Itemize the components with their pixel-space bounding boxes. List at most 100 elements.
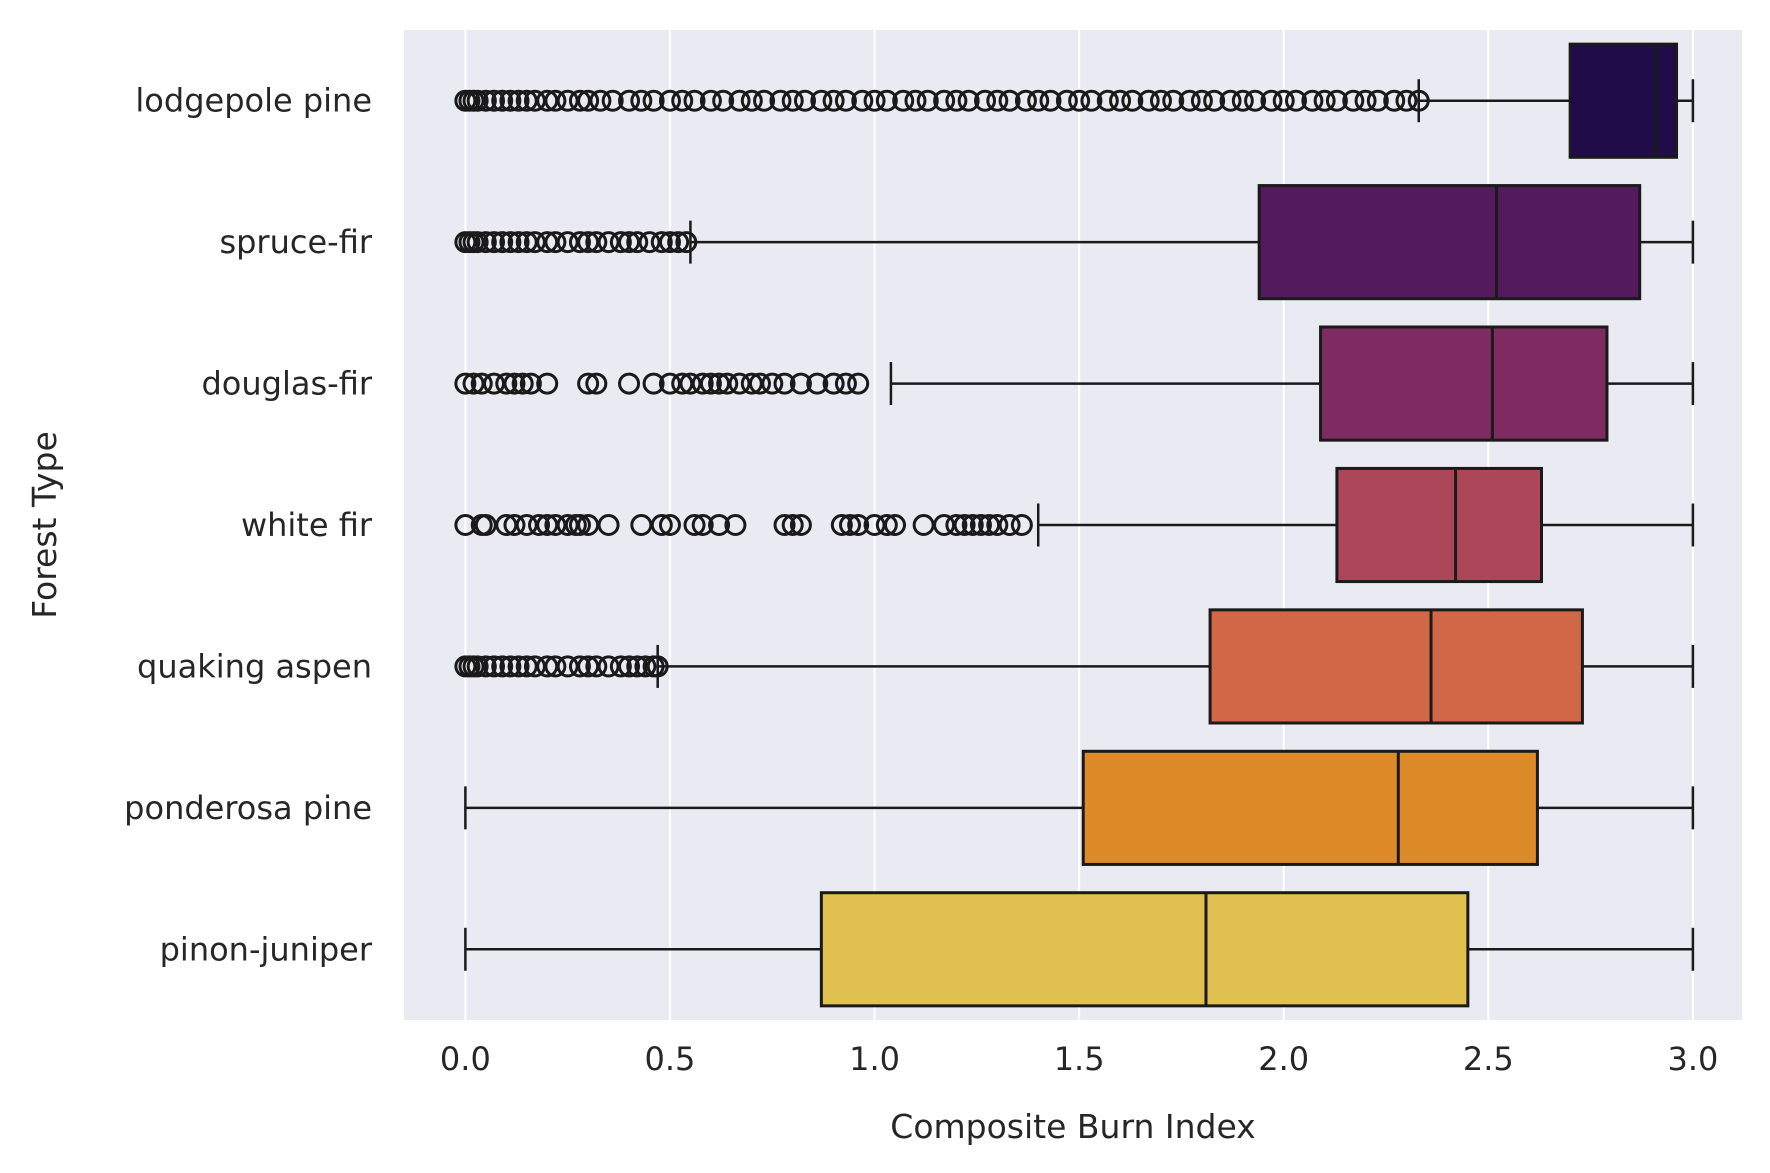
box-group — [454, 184, 1695, 301]
outlier-point — [454, 372, 477, 395]
outlier-point — [470, 372, 493, 395]
outlier-point — [577, 89, 600, 112]
outlier-point — [810, 89, 833, 112]
outlier-point — [1055, 89, 1078, 112]
outlier-point — [1244, 89, 1267, 112]
x-tick-label: 0.0 — [440, 1040, 491, 1078]
outlier-point — [847, 372, 870, 395]
outlier-point — [658, 514, 681, 536]
outlier-point — [945, 514, 968, 536]
outlier-point — [998, 514, 1021, 536]
outlier-point — [892, 89, 915, 112]
outlier-point — [503, 372, 526, 395]
box-group — [454, 466, 1695, 584]
outlier-point — [1109, 89, 1132, 112]
outlier-point — [474, 655, 497, 678]
outlier-point — [847, 514, 870, 536]
outlier-point — [1190, 89, 1213, 112]
y-axis-label: Forest Type — [25, 431, 64, 619]
outlier-point — [466, 231, 489, 254]
outlier-point — [884, 514, 907, 536]
outlier-point — [875, 89, 898, 112]
outlier-point — [974, 89, 997, 112]
outlier-point — [789, 372, 812, 395]
interquartile-box — [1257, 184, 1642, 301]
interquartile-box — [1081, 749, 1539, 866]
outlier-point — [691, 372, 714, 395]
outlier-point — [642, 372, 665, 395]
outlier-point — [585, 231, 608, 254]
outlier-point — [1149, 89, 1172, 112]
x-axis-label: Composite Burn Index — [890, 1107, 1255, 1146]
box-group — [454, 42, 1695, 159]
outlier-point — [495, 372, 518, 395]
outlier-point — [658, 231, 681, 254]
outlier-point — [986, 89, 1009, 112]
outlier-point — [822, 89, 845, 112]
box-group — [464, 749, 1695, 866]
outlier-point — [536, 372, 559, 395]
outlier-point — [1260, 89, 1283, 112]
box-group — [454, 608, 1695, 725]
outlier-point — [1068, 89, 1091, 112]
outlier-point — [544, 89, 567, 112]
outlier-point — [806, 372, 829, 395]
box-group — [464, 891, 1695, 1008]
outlier-point — [671, 89, 694, 112]
interquartile-box — [1335, 466, 1544, 584]
x-tick-label: 0.5 — [645, 1040, 696, 1078]
outlier-point — [511, 372, 534, 395]
outlier-point — [499, 89, 522, 112]
outlier-point — [863, 89, 886, 112]
outlier-point — [483, 655, 506, 678]
outlier-point — [589, 89, 612, 112]
outlier-point — [1407, 89, 1430, 112]
outlier-point — [789, 514, 812, 536]
outlier-point — [708, 514, 731, 536]
outlier-point — [528, 514, 551, 536]
outlier-point — [1137, 89, 1160, 112]
outlier-point — [618, 372, 641, 395]
outlier-point — [1219, 89, 1242, 112]
outlier-point — [945, 89, 968, 112]
outlier-point — [1014, 89, 1037, 112]
outlier-point — [507, 231, 530, 254]
interquartile-box — [819, 891, 1470, 1008]
outlier-point — [822, 372, 845, 395]
y-tick-labels: lodgepole pine spruce-fir douglas-fir white… — [124, 82, 373, 969]
outlier-point — [1178, 89, 1201, 112]
outlier-point — [585, 655, 608, 678]
outlier-point — [503, 514, 526, 536]
outlier-point — [834, 372, 857, 395]
outlier-point — [957, 89, 980, 112]
y-tick-label: lodgepole pine — [135, 82, 372, 120]
outlier-point — [474, 231, 497, 254]
outlier-point — [1395, 89, 1418, 112]
outlier-point — [1313, 89, 1336, 112]
outlier-point — [618, 89, 641, 112]
outlier-point — [793, 89, 816, 112]
outlier-point — [716, 372, 739, 395]
x-tick-label: 2.5 — [1463, 1040, 1514, 1078]
outlier-point — [769, 89, 792, 112]
x-tick-label: 1.5 — [1054, 1040, 1105, 1078]
outlier-point — [597, 514, 620, 536]
outlier-point — [650, 514, 673, 536]
outlier-point — [568, 514, 591, 536]
outlier-point — [483, 89, 506, 112]
outlier-point — [577, 372, 600, 395]
outlier-point — [953, 514, 976, 536]
outlier-point — [630, 89, 653, 112]
outlier-point — [491, 231, 514, 254]
outlier-point — [507, 89, 530, 112]
outlier-point — [658, 89, 681, 112]
outlier-point — [773, 514, 796, 536]
outlier-point — [728, 89, 751, 112]
outlier-point — [466, 655, 489, 678]
outlier-point — [601, 89, 624, 112]
outlier-point — [667, 231, 690, 254]
outlier-point — [483, 231, 506, 254]
outlier-point — [585, 372, 608, 395]
outlier-point — [753, 89, 776, 112]
